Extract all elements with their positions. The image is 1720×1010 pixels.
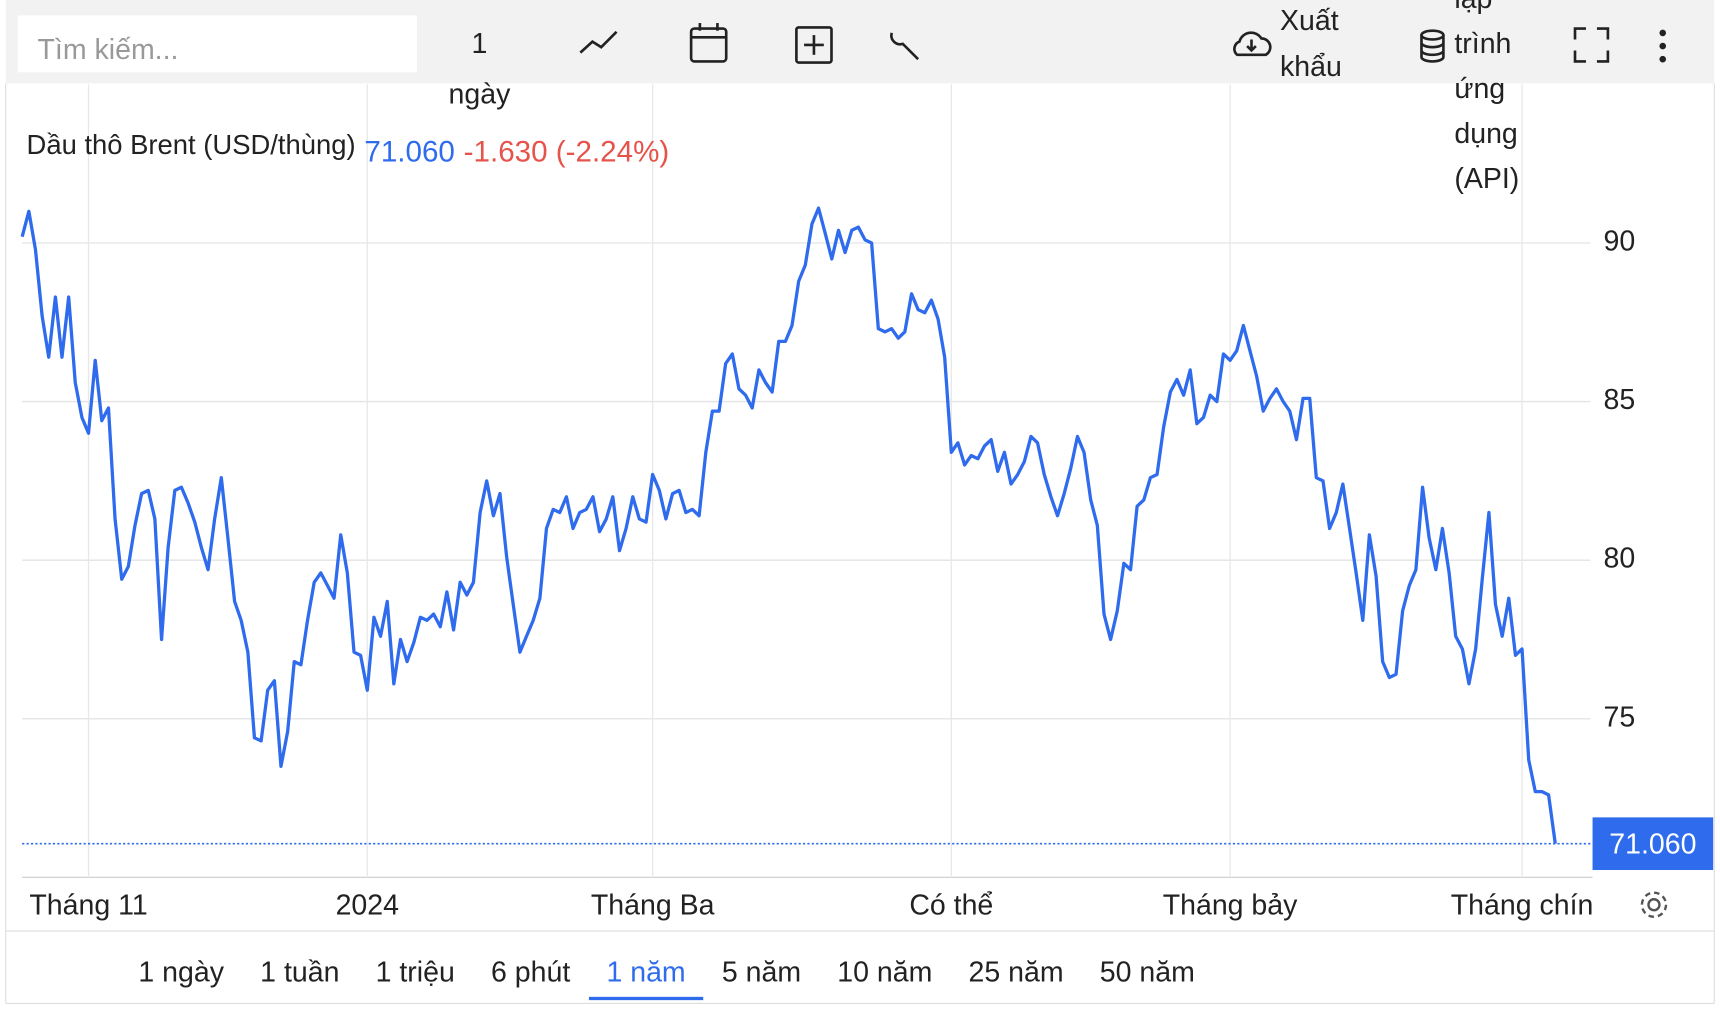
y-tick-label: 80 — [1604, 543, 1636, 575]
range-tab[interactable]: 6 phút — [491, 956, 570, 988]
range-tabs: 1 ngày 1 tuần 1 triệu 6 phút 1 năm 5 năm 10 nă… — [138, 956, 1195, 1001]
series-name: Dầu thô Brent (USD/thùng) — [27, 129, 356, 160]
quote-header: Dầu thô Brent (USD/thùng) 71.060 -1.630 … — [27, 129, 670, 168]
range-tab[interactable]: 1 ngày — [138, 956, 224, 988]
range-tab[interactable]: 25 năm — [969, 956, 1064, 988]
chart-settings-icon[interactable] — [1640, 891, 1668, 918]
toolbar-icons — [579, 23, 1610, 64]
y-tick-label: 75 — [1604, 701, 1636, 733]
x-tick-label: Tháng chín — [1451, 889, 1594, 921]
active-tab-underline — [588, 996, 704, 1001]
x-tick-label: Tháng bảy — [1163, 889, 1298, 921]
line-type-icon[interactable] — [579, 30, 618, 54]
price-line — [20, 206, 1557, 844]
export-icon[interactable] — [1233, 31, 1272, 57]
settings-wrench-icon[interactable] — [890, 32, 920, 61]
grid: 75 80 85 90 — [22, 84, 1636, 878]
price-change: -1.630 (-2.24%) — [464, 135, 670, 168]
x-tick-label: Tháng Ba — [591, 889, 715, 921]
range-tab[interactable]: 1 tuần — [260, 956, 339, 988]
y-tick-label: 90 — [1604, 226, 1636, 258]
export-button[interactable]: Xuất khẩu — [1280, 4, 1342, 82]
add-icon[interactable] — [795, 26, 833, 64]
interval-button[interactable]: 1 ngày — [449, 27, 512, 109]
range-tab[interactable]: 10 năm — [837, 956, 932, 988]
range-tab[interactable]: 5 năm — [722, 956, 801, 988]
x-tick-label: 2024 — [336, 889, 400, 921]
x-tick-label: Tháng 11 — [29, 889, 147, 921]
range-tab[interactable]: 1 triệu — [376, 956, 455, 988]
x-tick-label: Có thể — [909, 889, 993, 921]
fullscreen-icon[interactable] — [1573, 27, 1610, 63]
search-box[interactable] — [17, 15, 417, 73]
last-price-badge — [1592, 817, 1714, 871]
range-tab[interactable]: 50 năm — [1100, 956, 1195, 988]
last-price: 71.060 — [364, 135, 455, 168]
plot: Tháng 11 2024 Tháng Ba Có thể Tháng bảy Tháng… — [20, 206, 1594, 921]
api-button[interactable]: lậptrìnhứngdụng(API) — [1454, 0, 1519, 194]
last-price-badge-label: 71.060 — [1609, 828, 1696, 860]
search-placeholder: Tìm kiếm... — [38, 34, 179, 66]
y-tick-label: 85 — [1604, 384, 1636, 416]
range-tab[interactable]: 1 năm — [606, 956, 685, 988]
calendar-icon[interactable] — [689, 27, 728, 63]
more-icon[interactable] — [1659, 29, 1667, 63]
